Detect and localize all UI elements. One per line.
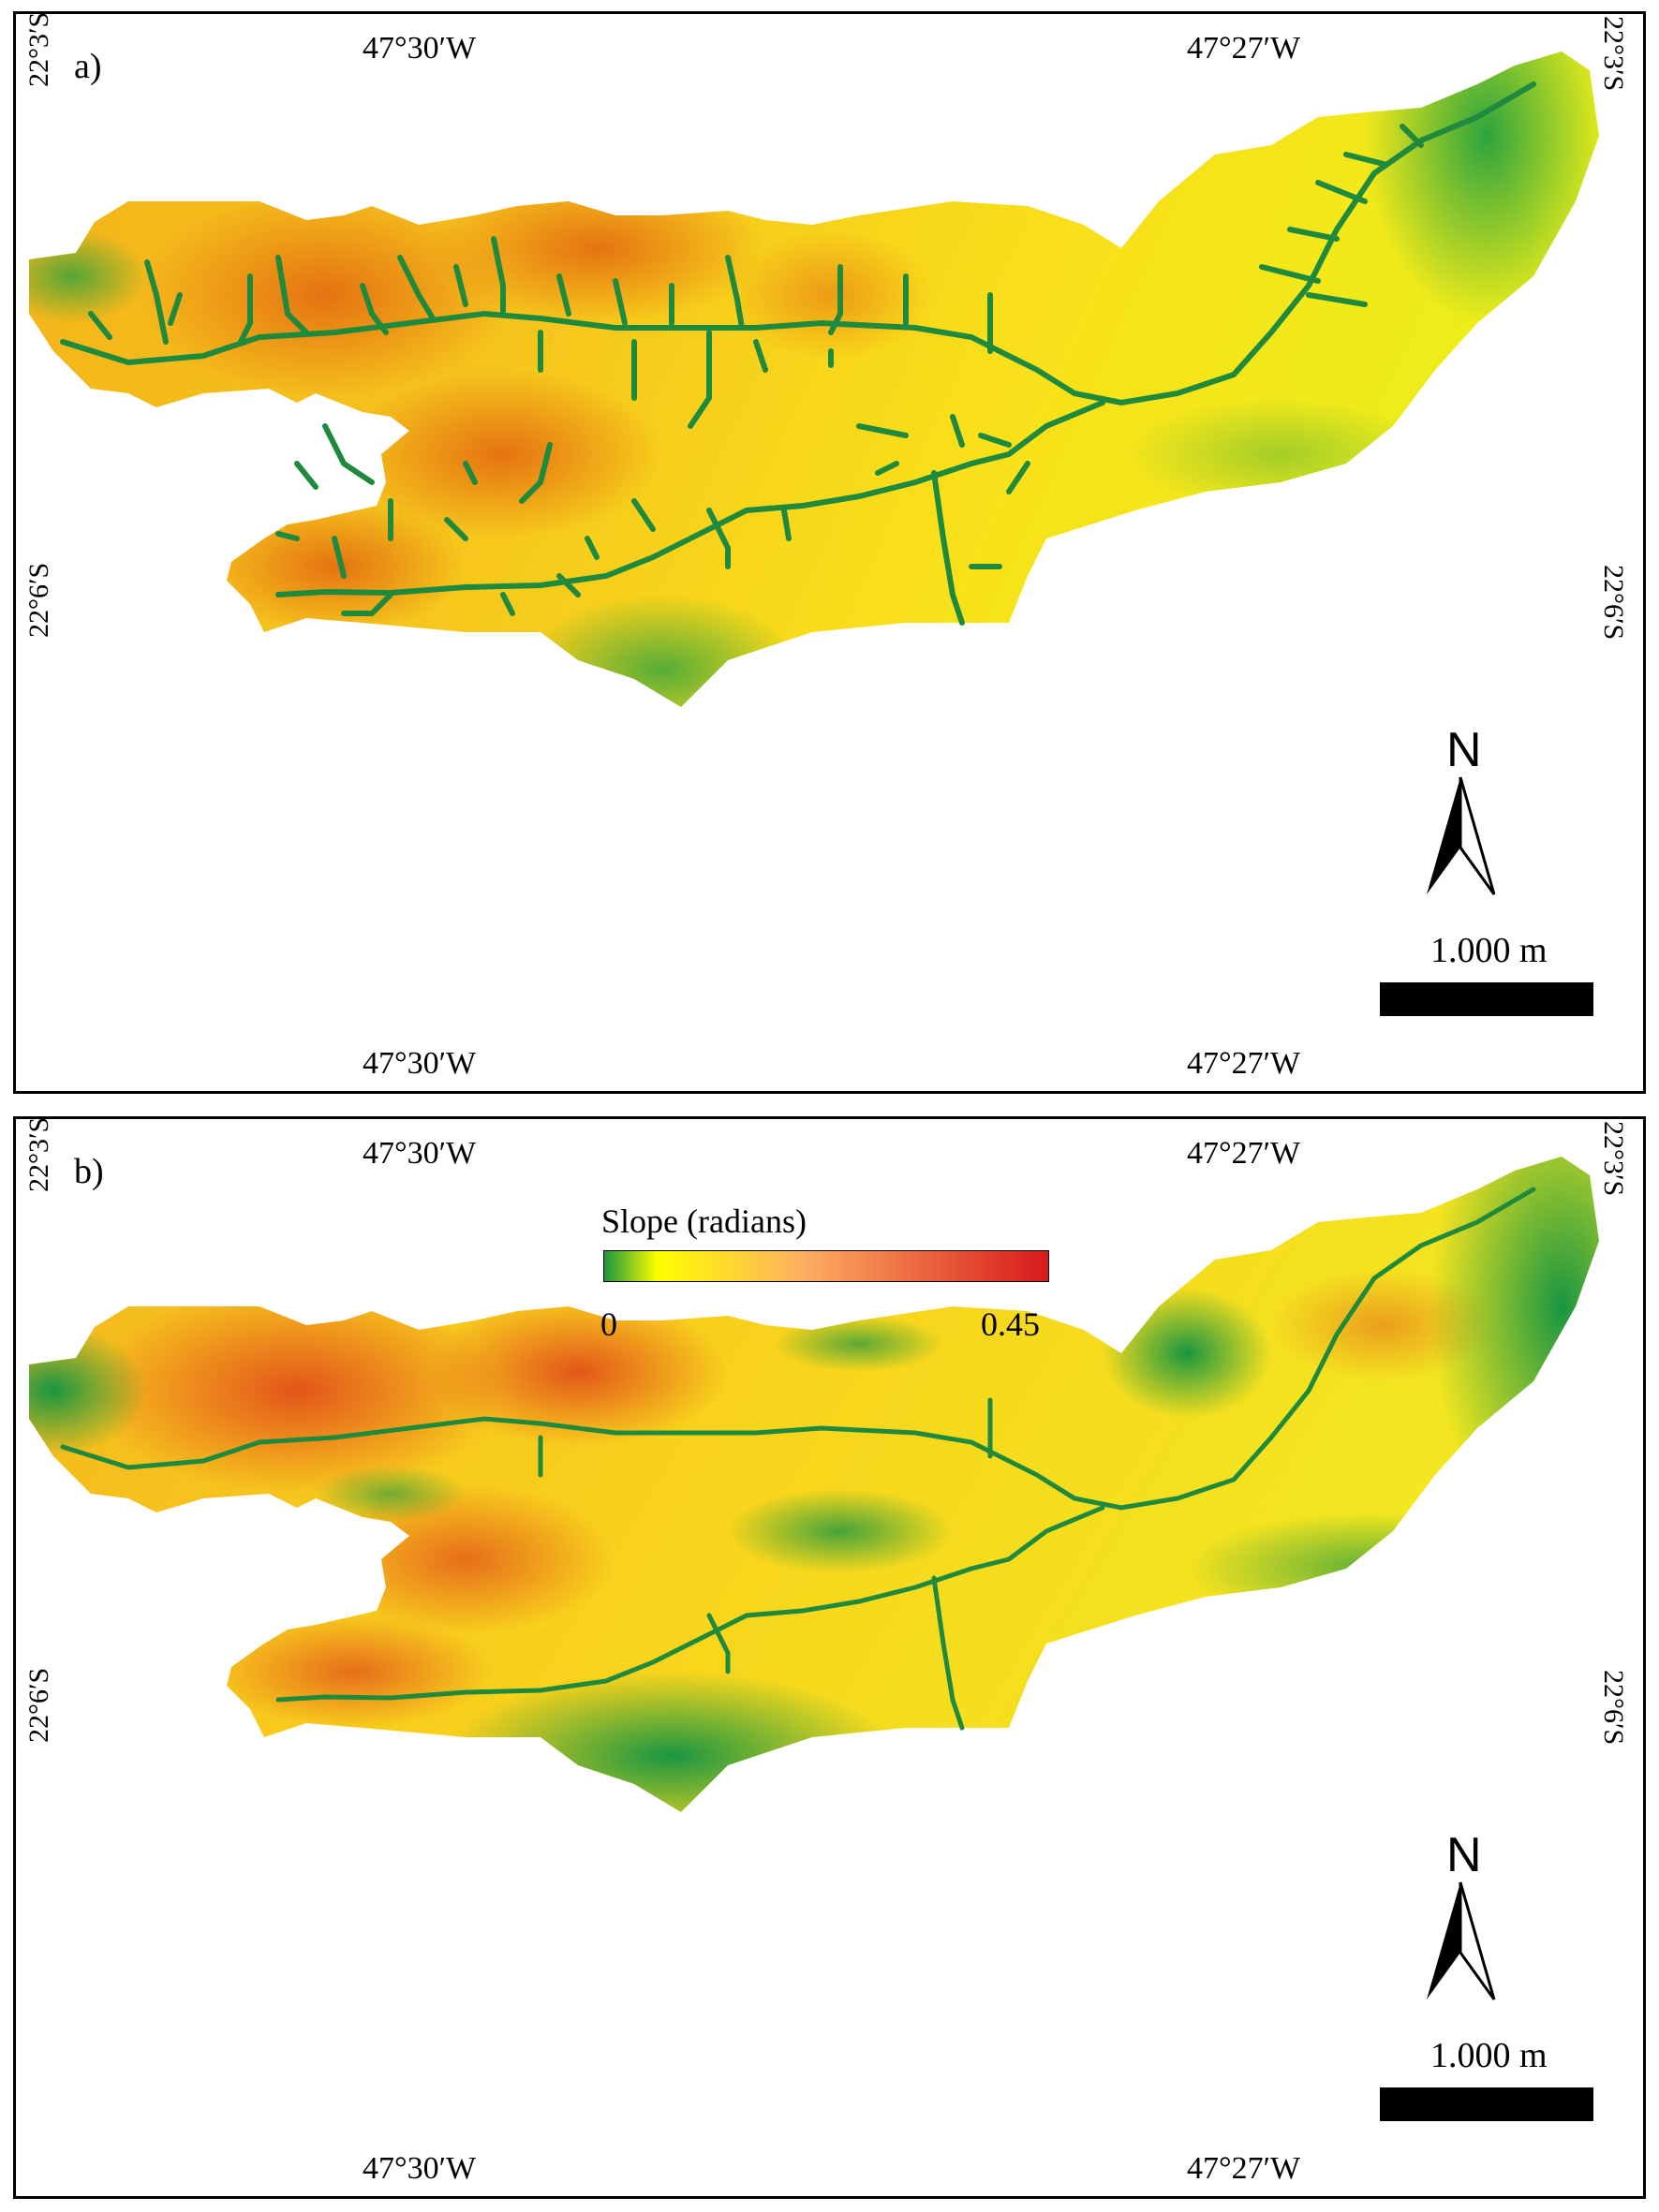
lat-label-left-1: 22°3′S — [23, 11, 54, 87]
lon-label-top-2: 47°27′W — [1187, 1136, 1301, 1171]
watershed-raster-a — [29, 52, 1599, 707]
scale-bar — [1380, 982, 1593, 1016]
lat-label-right-1: 22°3′S — [1598, 1121, 1629, 1197]
north-label: N — [1446, 723, 1482, 777]
panel-a-label: a) — [74, 47, 102, 86]
map-panel-b: b) 47°30′W 47°27′W 47°30′W 47°27′W 22°3′… — [13, 1116, 1646, 2199]
lat-label-left-2: 22°6′S — [23, 1667, 54, 1743]
lon-label-bottom-1: 47°30′W — [363, 1046, 477, 1081]
scale-label: 1.000 m — [1430, 931, 1548, 970]
slope-map — [29, 1157, 1599, 1812]
lat-label-left-2: 22°6′S — [23, 562, 54, 638]
legend-title: Slope (radians) — [601, 1202, 807, 1240]
lon-label-top-1: 47°30′W — [363, 31, 477, 66]
north-arrow-icon: N — [1427, 723, 1496, 895]
stream-network-b — [60, 1187, 1536, 1731]
lon-label-bottom-1: 47°30′W — [363, 2151, 477, 2186]
lon-label-bottom-2: 47°27′W — [1187, 2151, 1301, 2186]
legend-max-label: 0.45 — [981, 1305, 1040, 1343]
stream-network-a — [60, 81, 1536, 626]
lat-label-right-2: 22°6′S — [1598, 1670, 1629, 1746]
lon-label-top-1: 47°30′W — [363, 1136, 477, 1171]
lat-label-left-1: 22°3′S — [23, 1116, 54, 1192]
north-label: N — [1446, 1828, 1482, 1882]
lon-label-top-2: 47°27′W — [1187, 31, 1301, 66]
flow-accumulation-map — [29, 52, 1599, 707]
lat-label-right-1: 22°3′S — [1598, 16, 1629, 92]
legend-min-label: 0 — [600, 1305, 617, 1343]
panel-b-label: b) — [74, 1152, 104, 1191]
map-panel-a: a) 47°30′W 47°27′W 47°30′W 47°27′W 22°3′… — [13, 11, 1646, 1094]
north-arrow-icon: N — [1427, 1828, 1496, 2000]
scale-label: 1.000 m — [1430, 2036, 1548, 2075]
lat-label-right-2: 22°6′S — [1598, 565, 1629, 641]
legend-color-ramp — [603, 1250, 1049, 1282]
lon-label-bottom-2: 47°27′W — [1187, 1046, 1301, 1081]
scale-bar — [1380, 2087, 1593, 2121]
